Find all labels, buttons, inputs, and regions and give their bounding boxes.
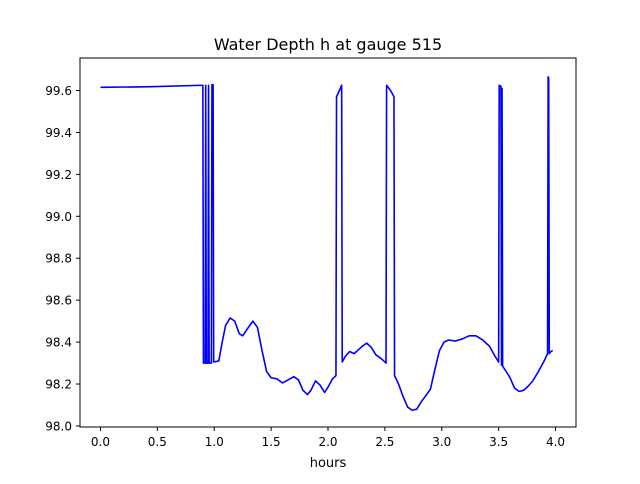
x-tick-label: 2.0 (318, 435, 337, 449)
x-tick-label: 3.0 (432, 435, 451, 449)
x-tick-label: 1.0 (205, 435, 224, 449)
y-tick-label: 99.4 (45, 126, 72, 140)
x-tick-label: 1.5 (262, 435, 281, 449)
y-tick-label: 99.0 (45, 210, 72, 224)
axes: 0.0 0.5 1.0 1.5 2.0 2.5 3.0 3.5 4.0 98.0 98.2 98.4 9… (45, 57, 577, 449)
y-tick-label: 98.0 (45, 419, 72, 433)
plot-area (100, 76, 554, 412)
y-tick-label: 98.4 (45, 336, 72, 350)
x-axis-label: hours (310, 456, 347, 471)
x-tick-label: 0.5 (148, 435, 167, 449)
series-line-1 (100, 76, 554, 412)
y-tick-label: 99.6 (45, 84, 72, 98)
y-tick-label: 98.6 (45, 294, 72, 308)
x-tick-label: 2.5 (375, 435, 394, 449)
chart-title: Water Depth h at gauge 515 (214, 35, 442, 54)
x-tick-label: 0.0 (91, 435, 110, 449)
x-tick-label: 3.5 (489, 435, 508, 449)
y-tick-label: 99.2 (45, 168, 72, 182)
y-tick-label: 98.8 (45, 252, 72, 266)
y-tick-label: 98.2 (45, 378, 72, 392)
x-tick-label: 4.0 (546, 435, 565, 449)
